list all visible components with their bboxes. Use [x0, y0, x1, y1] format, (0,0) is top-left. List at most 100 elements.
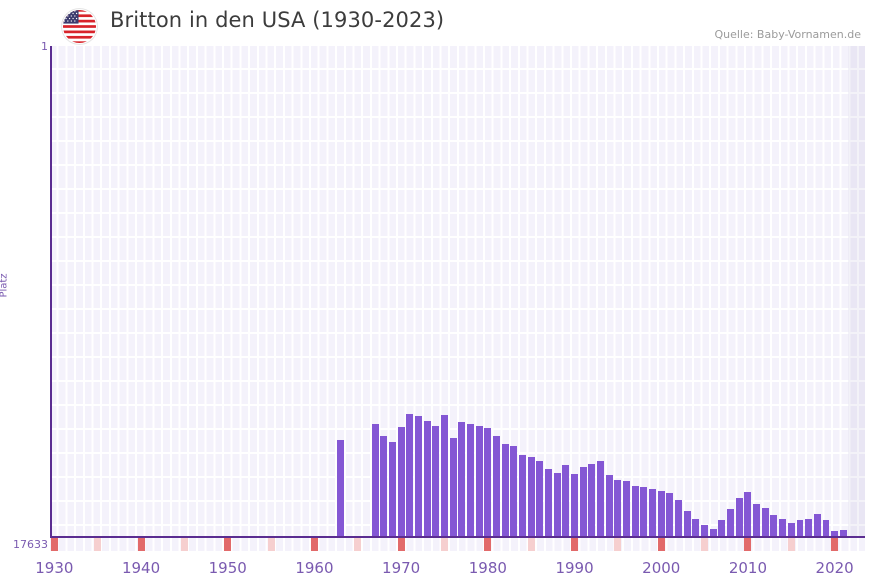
y-axis: 1 17633 Platz [0, 0, 48, 587]
x-axis-tick-label: 2020 [815, 559, 854, 577]
bar [822, 520, 830, 537]
x-tick-major [657, 538, 665, 551]
bar [336, 440, 344, 537]
y-axis-line [50, 46, 52, 537]
bar [614, 480, 622, 537]
bar [718, 520, 726, 537]
bar [380, 436, 388, 537]
x-tick-major [137, 538, 145, 551]
bar [415, 416, 422, 537]
us-flag-icon [62, 9, 97, 44]
horizontal-gridlines [50, 46, 865, 537]
x-tick-minor [614, 538, 622, 551]
x-axis-tick-label: 1950 [208, 559, 247, 577]
x-axis-tick-label: 1930 [35, 559, 74, 577]
bar [493, 436, 500, 537]
bar [657, 491, 665, 537]
bar [397, 427, 405, 537]
bar [484, 428, 492, 537]
bar [709, 529, 717, 537]
bar [770, 515, 778, 537]
bar [406, 414, 414, 537]
y-axis-tick-bottom: 17633 [13, 538, 48, 551]
bar [623, 481, 631, 537]
bar [510, 446, 518, 537]
x-tick-minor [787, 538, 795, 551]
bar [527, 457, 535, 537]
bar [796, 520, 804, 537]
bar [727, 509, 735, 537]
bar [735, 498, 743, 537]
bar [519, 455, 526, 537]
bar [839, 530, 847, 537]
bar [701, 525, 709, 537]
x-axis-tick-label: 2010 [728, 559, 768, 577]
x-axis-tick-label: 1980 [468, 559, 507, 577]
bar [692, 519, 700, 537]
x-tick-minor [180, 538, 188, 551]
x-axis-tick-strip [50, 538, 865, 551]
x-tick-minor [94, 538, 102, 551]
x-tick-minor [527, 538, 535, 551]
x-tick-minor [354, 538, 362, 551]
x-tick-major [571, 538, 579, 551]
x-axis-tick-label: 1990 [555, 559, 594, 577]
x-tick-major [310, 538, 318, 551]
plot-area [50, 46, 865, 537]
x-tick-minor [267, 538, 275, 551]
x-tick-minor [701, 538, 709, 551]
page-title: Britton in den USA (1930-2023) [110, 8, 445, 32]
bar [640, 487, 648, 537]
bar [787, 523, 795, 537]
bar [475, 426, 483, 537]
bar-series [50, 46, 865, 537]
bar [545, 469, 552, 537]
bar [605, 475, 613, 537]
x-tick-major [744, 538, 752, 551]
bar [753, 504, 761, 537]
x-tick-major [831, 538, 839, 551]
bar [666, 493, 674, 537]
x-axis-tick-label: 1960 [295, 559, 334, 577]
bar [779, 519, 787, 537]
bar [597, 461, 605, 537]
bar [683, 511, 691, 537]
y-axis-tick-top: 1 [41, 40, 48, 53]
bar [805, 519, 813, 537]
bar [423, 421, 431, 537]
bar [501, 444, 509, 537]
x-axis-tick-label: 1940 [121, 559, 161, 577]
x-axis-tick-label: 2000 [642, 559, 681, 577]
recent-years-shading [847, 46, 865, 537]
bar [562, 465, 570, 537]
bar [631, 486, 639, 537]
bar [649, 489, 657, 537]
chart-header: Britton in den USA (1930-2023) Quelle: B… [0, 0, 873, 44]
x-axis-tick-label: 1970 [382, 559, 421, 577]
x-tick-major [484, 538, 492, 551]
bar [432, 426, 440, 537]
bar [571, 474, 579, 537]
x-tick-major [50, 538, 58, 551]
bar [467, 424, 474, 537]
bar [449, 438, 457, 537]
bar [579, 467, 587, 537]
x-tick-major [224, 538, 232, 551]
bar [675, 500, 683, 537]
bar [553, 473, 561, 537]
x-tick-major [397, 538, 405, 551]
bar [744, 492, 752, 537]
bar [389, 442, 396, 537]
bar [536, 461, 544, 537]
x-axis-line [50, 536, 865, 538]
bar [458, 422, 466, 537]
source-attribution: Quelle: Baby-Vornamen.de [714, 28, 861, 41]
bar [588, 464, 596, 537]
x-tick-minor [441, 538, 448, 551]
bar [371, 424, 379, 537]
bar [831, 531, 839, 537]
y-axis-label: Platz [0, 273, 10, 298]
bar [761, 508, 769, 537]
bar [441, 415, 448, 537]
